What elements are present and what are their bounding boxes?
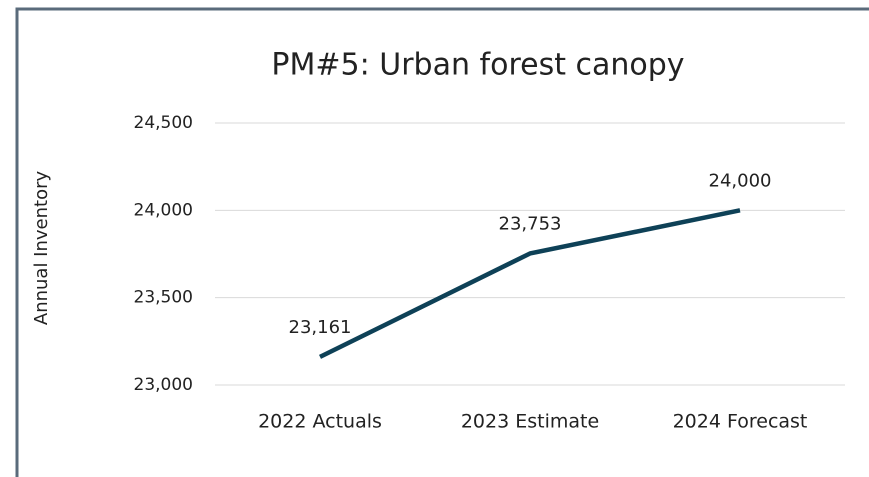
frame <box>15 7 869 477</box>
chart-title: PM#5: Urban forest canopy <box>271 48 684 83</box>
data-label: 23,753 <box>499 213 562 234</box>
data-label: 24,000 <box>709 170 772 191</box>
y-axis-label: Annual Inventory <box>31 171 52 326</box>
x-tick-label: 2023 Estimate <box>461 411 599 433</box>
line-series <box>319 208 741 359</box>
y-tick-label: 24,500 <box>134 113 193 133</box>
data-label: 23,161 <box>289 317 352 338</box>
x-tick-label: 2024 Forecast <box>673 411 808 433</box>
y-tick-label: 24,000 <box>134 200 193 220</box>
x-tick-label: 2022 Actuals <box>258 411 382 433</box>
y-tick-label: 23,000 <box>134 375 193 395</box>
y-tick-label: 23,500 <box>134 288 193 308</box>
